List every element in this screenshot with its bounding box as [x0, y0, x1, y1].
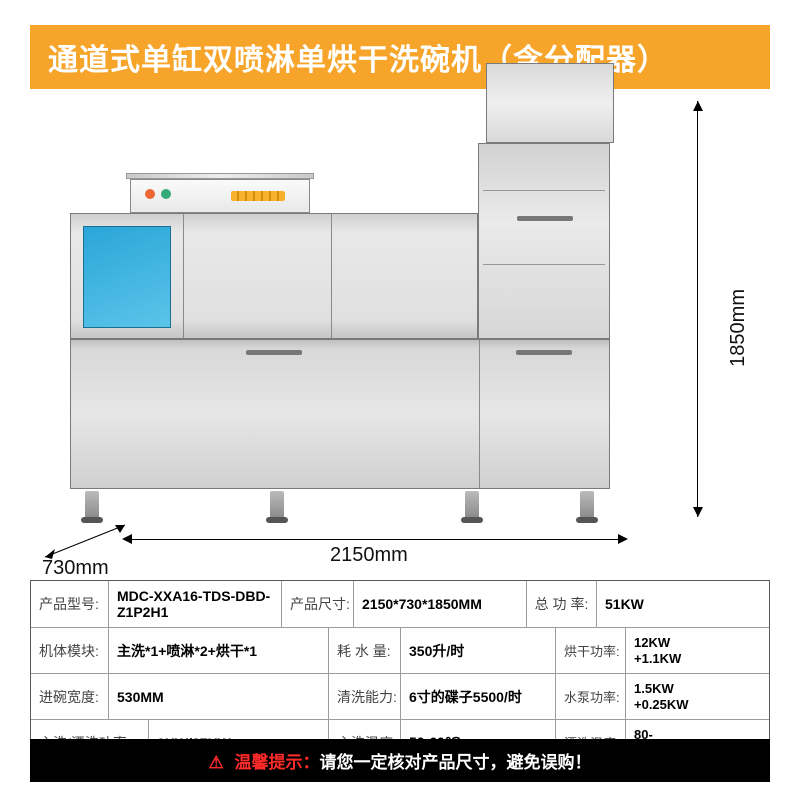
warning-text: 请您一定核对产品尺寸，避免误购！	[319, 753, 591, 772]
product-diagram: 1850mm 2150mm 730mm	[30, 99, 770, 569]
spec-label: 机体模块:	[31, 628, 109, 673]
spec-label: 总 功 率:	[527, 581, 597, 627]
spec-label: 产品尺寸:	[282, 581, 354, 627]
dim-width-line	[130, 539, 620, 540]
spec-value: 12KW +1.1KW	[626, 628, 688, 673]
warning-bar: ⚠ 温馨提示：请您一定核对产品尺寸，避免误购！	[30, 739, 770, 782]
spec-label: 进碗宽度:	[31, 674, 109, 719]
spec-label: 水泵功率:	[556, 674, 626, 719]
spec-value: 350升/时	[401, 628, 556, 673]
spec-value: 530MM	[109, 674, 329, 719]
dim-width-label: 2150mm	[330, 544, 408, 567]
spec-label: 烘干功率:	[556, 628, 626, 673]
dim-height-line	[697, 101, 698, 517]
dim-depth-label: 730mm	[42, 557, 109, 580]
dispenser-box	[486, 63, 614, 143]
machine-illustration	[70, 159, 610, 519]
spec-value: 1.5KW +0.25KW	[626, 674, 688, 719]
spec-value: 主洗*1+喷淋*2+烘干*1	[109, 628, 329, 673]
machine-upper-body	[70, 213, 478, 339]
spec-value: 51KW	[597, 581, 769, 627]
spec-value: 2150*730*1850MM	[354, 581, 527, 627]
warning-prefix: 温馨提示：	[234, 753, 319, 772]
control-panel	[130, 179, 310, 213]
blue-door-panel	[83, 226, 171, 328]
machine-tower	[478, 143, 610, 339]
product-title: 通道式单缸双喷淋单烘干洗碗机（含分配器）	[30, 25, 770, 89]
table-row: 进碗宽度: 530MM 清洗能力: 6寸的碟子5500/时 水泵功率: 1.5K…	[31, 674, 769, 720]
table-row: 机体模块: 主洗*1+喷淋*2+烘干*1 耗 水 量: 350升/时 烘干功率:…	[31, 628, 769, 674]
spec-label: 耗 水 量:	[329, 628, 401, 673]
spec-value: MDC-XXA16-TDS-DBD-Z1P2H1	[109, 581, 282, 627]
spec-label: 产品型号:	[31, 581, 109, 627]
dim-height-label: 1850mm	[727, 289, 750, 373]
spec-value: 6寸的碟子5500/时	[401, 674, 556, 719]
warning-icon: ⚠	[209, 753, 224, 772]
table-row: 产品型号: MDC-XXA16-TDS-DBD-Z1P2H1 产品尺寸: 215…	[31, 581, 769, 628]
spec-label: 清洗能力:	[329, 674, 401, 719]
machine-lower-body	[70, 339, 610, 489]
